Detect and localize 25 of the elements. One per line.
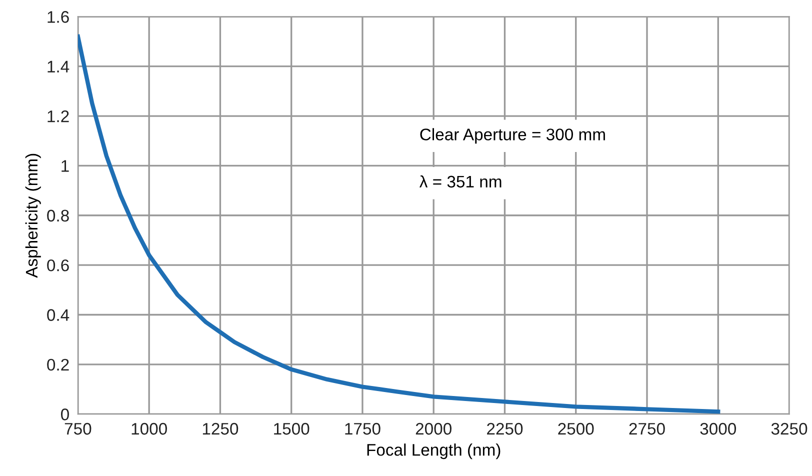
y-tick-label: 0.8	[47, 210, 69, 222]
y-tick-label: 1	[62, 160, 69, 172]
y-tick-label: 1.4	[48, 60, 70, 72]
annotation: Clear Aperture = 300 mm	[420, 128, 605, 144]
x-tick-label: 1500	[274, 422, 310, 435]
x-tick-label: 750	[64, 422, 92, 435]
y-tick-label: 0.4	[47, 309, 70, 321]
x-tick-label: 3000	[700, 422, 736, 435]
y-tick-label: 0.2	[47, 358, 69, 371]
line-series	[78, 34, 720, 414]
y-axis-title: Asphericity (mm)	[25, 154, 41, 278]
x-tick-label: 2750	[629, 422, 665, 435]
x-tick-label: 1750	[345, 422, 380, 435]
x-tick-label: 3250	[771, 422, 808, 435]
y-tick-label: 1.2	[48, 110, 69, 122]
y-tick-label: 0	[61, 408, 69, 420]
x-axis-title: Focal Length (nm)	[367, 444, 500, 460]
y-tick-label: 0.6	[47, 259, 69, 272]
x-tick-label: 2000	[416, 422, 452, 435]
x-tick-label: 2500	[558, 422, 594, 435]
y-tick-label: 1.6	[48, 11, 69, 23]
annotation: λ = 351 nm	[419, 175, 502, 188]
x-tick-label: 1250	[202, 422, 238, 435]
x-tick-label: 1000	[132, 422, 167, 435]
x-tick-label: 2250	[487, 422, 523, 435]
